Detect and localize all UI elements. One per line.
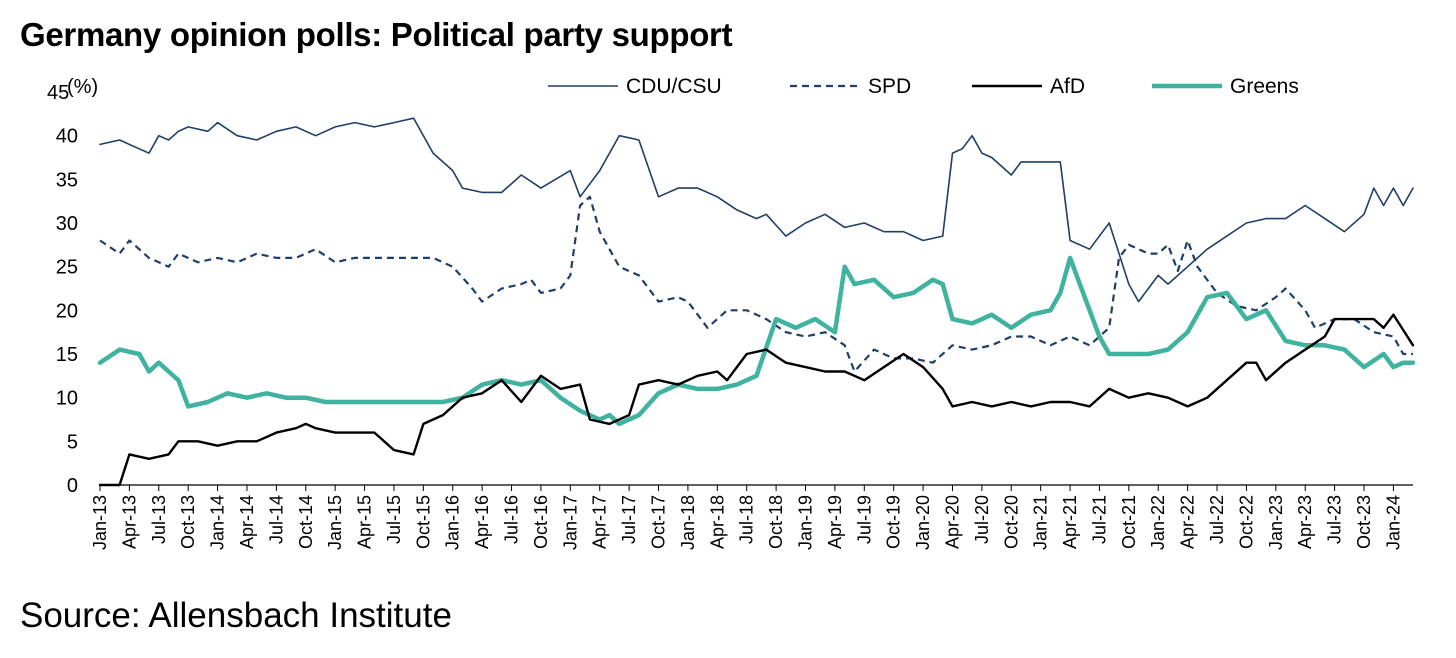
x-tick-label: Apr-14 <box>237 495 257 549</box>
y-tick-label: 25 <box>56 257 78 279</box>
x-tick-label: Jan-24 <box>1383 495 1403 550</box>
x-tick-label: Jul-22 <box>1207 495 1227 544</box>
x-tick-label: Jan-22 <box>1148 495 1168 550</box>
x-tick-label: Jul-13 <box>149 495 169 544</box>
x-tick-label: Oct-15 <box>413 495 433 549</box>
x-tick-label: Jul-21 <box>1089 495 1109 544</box>
x-tick-label: Jan-13 <box>90 495 110 550</box>
y-tick-label: 0 <box>67 475 78 497</box>
y-axis-unit-label: (%) <box>67 76 98 98</box>
y-tick-label: 10 <box>56 388 78 410</box>
x-tick-label: Oct-16 <box>531 495 551 549</box>
x-tick-label: Jul-15 <box>384 495 404 544</box>
legend-label: Greens <box>1230 75 1299 98</box>
x-tick-label: Oct-23 <box>1354 495 1374 549</box>
x-tick-label: Apr-23 <box>1295 495 1315 549</box>
x-tick-label: Jan-15 <box>325 495 345 550</box>
x-tick-label: Jan-20 <box>913 495 933 550</box>
y-tick-label: 5 <box>67 431 78 453</box>
x-tick-label: Oct-14 <box>296 495 316 549</box>
y-tick-label: 35 <box>56 169 78 191</box>
x-tick-label: Oct-20 <box>1001 495 1021 549</box>
series-lines <box>97 117 1416 487</box>
x-tick-label: Jan-23 <box>1266 495 1286 550</box>
x-tick-label: Oct-18 <box>766 495 786 549</box>
x-tick-label: Oct-19 <box>884 495 904 549</box>
source-note: Source: Allensbach Institute <box>20 596 452 635</box>
x-tick-label: Jul-19 <box>854 495 874 544</box>
x-tick-label: Jul-18 <box>737 495 757 544</box>
x-tick-label: Jan-17 <box>560 495 580 550</box>
x-tick-label: Jan-19 <box>795 495 815 550</box>
x-tick-label: Jan-14 <box>208 495 228 550</box>
y-tick-label: 20 <box>56 300 78 322</box>
x-tick-label: Apr-18 <box>707 495 727 549</box>
x-tick-label: Apr-20 <box>942 495 962 549</box>
series-line-cdu-csu <box>99 117 1414 303</box>
x-tick-label: Jan-16 <box>443 495 463 550</box>
x-tick-label: Oct-21 <box>1119 495 1139 549</box>
x-tick-label: Apr-16 <box>472 495 492 549</box>
x-tick-label: Apr-13 <box>119 495 139 549</box>
x-tick-label: Apr-15 <box>355 495 375 549</box>
series-line-greens <box>97 255 1416 427</box>
x-tick-label: Apr-17 <box>590 495 610 549</box>
legend-label: AfD <box>1050 75 1085 98</box>
x-tick-label: Oct-22 <box>1236 495 1256 549</box>
x-tick-label: Oct-13 <box>178 495 198 549</box>
x-tick-label: Oct-17 <box>649 495 669 549</box>
axes: 0 5 10 15 20 25 30 35 40 45(%) Jan-13 Apr-13 Jul-13 O… <box>47 76 1413 550</box>
x-tick-label: Apr-19 <box>825 495 845 549</box>
legend-label: CDU/CSU <box>626 75 722 98</box>
x-tick-label: Jul-14 <box>266 495 286 544</box>
legend: CDU/CSU SPD AfD Greens <box>548 75 1299 98</box>
x-tick-label: Jul-23 <box>1325 495 1345 544</box>
x-tick-label: Apr-22 <box>1178 495 1198 549</box>
x-tick-label: Jul-20 <box>972 495 992 544</box>
y-tick-label: 45 <box>47 82 69 104</box>
y-tick-label: 30 <box>56 213 78 235</box>
x-tick-label: Jan-18 <box>678 495 698 550</box>
series-line-afd <box>98 313 1415 487</box>
x-tick-label: Jan-21 <box>1031 495 1051 550</box>
series-line-spd <box>99 195 1413 373</box>
legend-label: SPD <box>868 75 911 98</box>
x-tick-label: Jul-17 <box>619 495 639 544</box>
y-tick-label: 40 <box>56 126 78 148</box>
x-tick-label: Jul-16 <box>502 495 522 544</box>
x-tick-label: Apr-21 <box>1060 495 1080 549</box>
chart-title: Germany opinion polls: Political party s… <box>20 16 733 53</box>
y-tick-label: 15 <box>56 344 78 366</box>
